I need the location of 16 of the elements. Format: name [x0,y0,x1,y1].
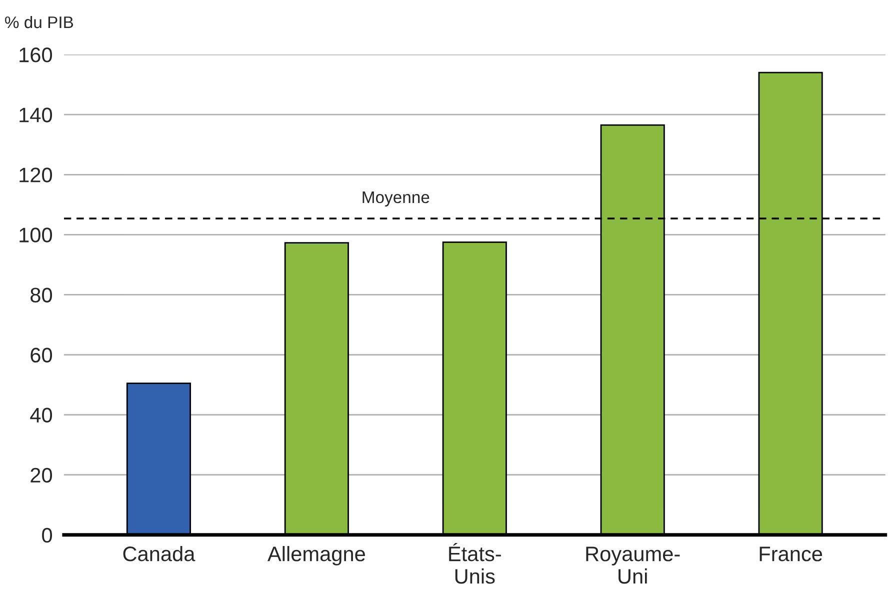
y-axis-title: % du PIB [5,16,74,28]
y-tick-label: 40 [30,408,52,423]
y-tick-label: 140 [20,108,52,122]
y-tick-label: 160 [20,48,52,62]
y-tick-label: 120 [20,168,52,182]
x-tick-label: France [760,546,822,562]
y-tick-label: 100 [20,228,52,242]
x-tick-label: Canada [123,546,196,562]
x-tick-label: États- Unis [449,543,501,584]
x-tick-label: Royaume- Uni [586,546,680,584]
x-tick-label: Allemagne [268,546,365,566]
y-tick-label: 0 [42,528,52,543]
y-tick-label: 20 [30,468,52,483]
ref-line-label: Moyenne [362,192,430,206]
y-tick-label: 60 [30,348,52,363]
y-tick-label: 80 [30,288,52,302]
